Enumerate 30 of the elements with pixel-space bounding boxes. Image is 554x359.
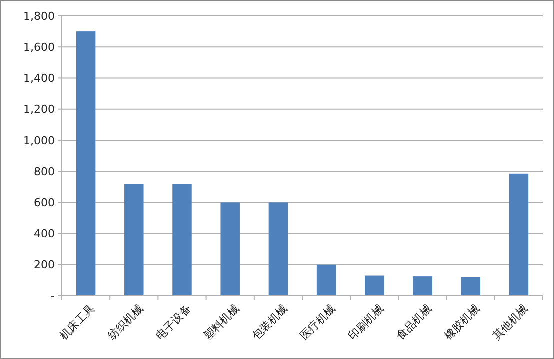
bar: [509, 174, 529, 296]
x-tick-label: 印刷机械: [346, 302, 386, 343]
y-tick-label: 1,400: [24, 72, 55, 86]
x-tick-label: 电子设备: [154, 302, 194, 343]
bar: [172, 184, 192, 296]
bar: [268, 202, 288, 296]
bar: [220, 202, 240, 296]
bar: [413, 276, 432, 296]
x-tick-label: 橡胶机械: [442, 302, 482, 343]
x-tick-label: 塑料机械: [202, 302, 242, 343]
bar: [124, 184, 144, 296]
x-tick-label: 其他机械: [490, 302, 531, 343]
x-tick-label: 食品机械: [394, 302, 434, 343]
y-tick-label: 1,600: [24, 40, 55, 54]
y-tick-label: -: [51, 290, 56, 303]
bar: [76, 32, 96, 296]
x-tick-label: 包装机械: [250, 302, 290, 343]
y-tick-label: 600: [34, 196, 55, 210]
bar: [461, 277, 480, 296]
y-tick-label: 800: [34, 165, 55, 178]
y-tick-label: 1,200: [24, 103, 55, 116]
y-tick-label: 200: [34, 258, 55, 272]
bar: [316, 264, 336, 296]
y-tick-label: 400: [34, 228, 55, 241]
x-tick-label: 纺织机械: [105, 302, 146, 343]
y-tick-label: 1,800: [24, 10, 55, 23]
bar: [365, 276, 384, 296]
x-tick-label: 机床工具: [57, 302, 98, 343]
y-tick-label: 1,000: [24, 134, 55, 148]
x-tick-label: 医疗机械: [298, 302, 338, 343]
